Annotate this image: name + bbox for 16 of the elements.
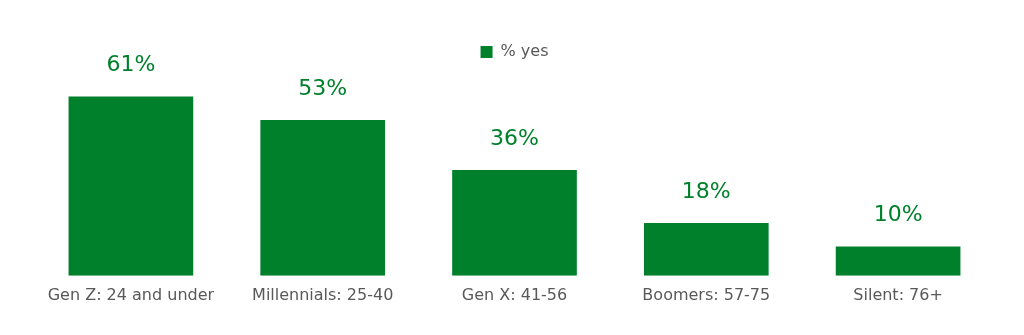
bar: [643, 222, 769, 276]
x-tick-label: Millennials: 25-40: [252, 284, 394, 304]
data-label: 36%: [490, 124, 539, 150]
x-tick-label: Silent: 76+: [853, 284, 943, 304]
x-tick-label: Gen X: 41-56: [461, 284, 568, 304]
data-label: 61%: [106, 51, 156, 77]
x-tick-label: Gen Z: 24 and under: [47, 284, 215, 304]
data-label: 10%: [873, 201, 923, 227]
legend-label: % yes: [500, 41, 549, 61]
bar: [835, 246, 961, 276]
bar: [68, 96, 194, 276]
data-label: 53%: [298, 74, 348, 100]
bar: [260, 119, 386, 276]
bar: [452, 169, 577, 276]
x-tick-label: Boomers: 57-75: [642, 284, 771, 304]
data-label: 18%: [681, 177, 731, 203]
